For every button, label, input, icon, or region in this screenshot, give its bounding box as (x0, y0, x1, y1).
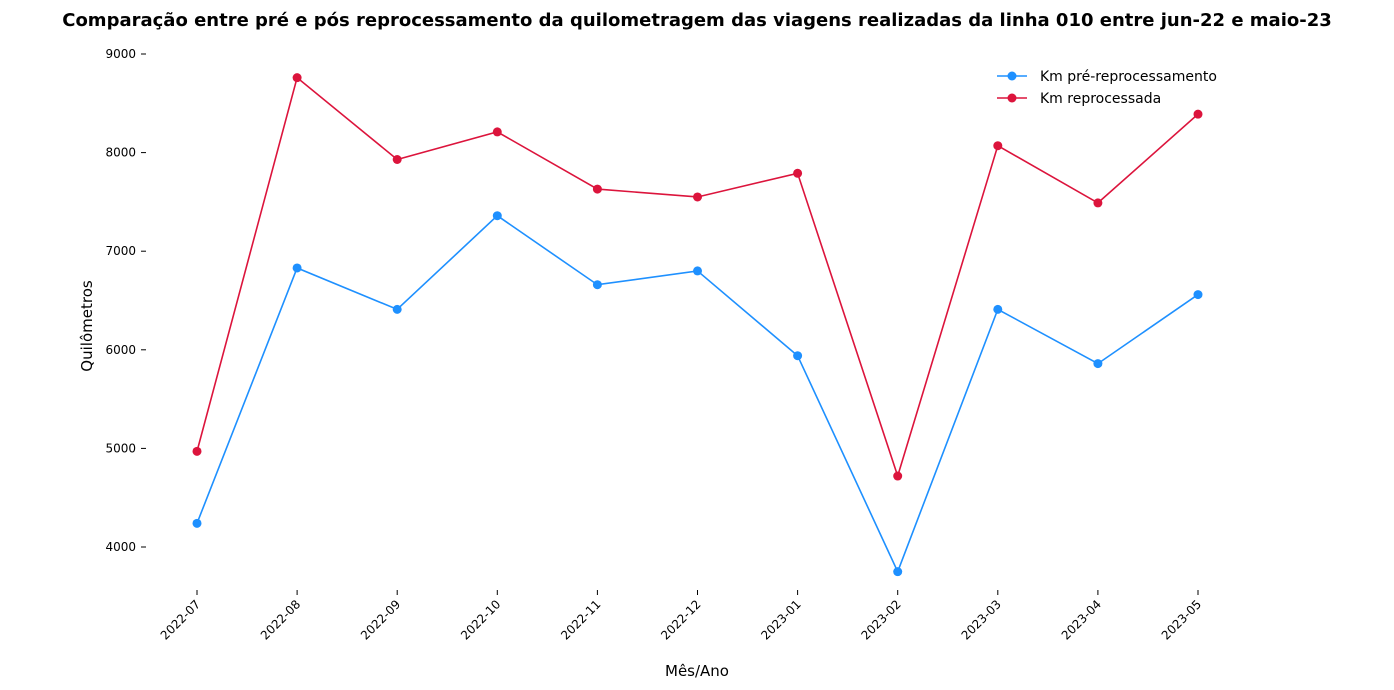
chart-title: Comparação entre pré e pós reprocessamen… (62, 10, 1332, 31)
y-tick-label: 6000 (105, 343, 136, 357)
data-point (392, 155, 402, 165)
data-point (893, 567, 903, 577)
series-layer (192, 73, 1203, 577)
data-point (793, 168, 803, 178)
data-point (1193, 290, 1203, 300)
x-tick-label: 2023-03 (959, 597, 1004, 642)
legend-label: Km pré-reprocessamento (1040, 69, 1217, 85)
data-point (993, 141, 1003, 151)
data-point (893, 471, 903, 481)
legend: Km pré-reprocessamento Km reprocessada (997, 69, 1217, 107)
x-tick-label: 2023-01 (758, 597, 803, 642)
data-point (292, 263, 302, 273)
series-line-1 (196, 76, 1199, 479)
data-point (292, 73, 302, 83)
data-point (793, 351, 803, 361)
data-point (192, 518, 202, 528)
y-tick-label: 7000 (105, 244, 136, 258)
data-point (492, 127, 502, 137)
x-tick-label: 2023-05 (1159, 597, 1204, 642)
y-tick-label: 4000 (105, 540, 136, 554)
y-tick-label: 8000 (105, 146, 136, 160)
x-tick-label: 2022-10 (458, 597, 503, 642)
y-axis: 4000 5000 6000 7000 8000 9000 (105, 47, 146, 554)
y-axis-label: Quilômetros (78, 280, 96, 372)
data-point (592, 280, 602, 290)
x-tick-label: 2022-07 (158, 597, 203, 642)
legend-marker (1007, 93, 1017, 103)
x-tick-label: 2023-04 (1059, 597, 1104, 642)
data-point (993, 304, 1003, 314)
y-tick-label: 5000 (105, 441, 136, 455)
x-tick-label: 2022-12 (658, 597, 703, 642)
data-point (592, 184, 602, 194)
data-point (1093, 198, 1103, 208)
y-tick-label: 9000 (105, 47, 136, 61)
x-tick-label: 2022-11 (558, 597, 603, 642)
x-axis: 2022-07 2022-08 2022-09 2022-10 2022-11 2022-… (158, 590, 1204, 643)
data-point (1193, 109, 1203, 119)
x-tick-label: 2022-09 (358, 597, 403, 642)
data-point (392, 304, 402, 314)
legend-marker (1007, 71, 1017, 81)
data-point (1093, 359, 1103, 369)
data-point (693, 266, 702, 276)
x-tick-label: 2022-08 (258, 597, 303, 642)
x-axis-label: Mês/Ano (665, 662, 729, 680)
data-point (693, 192, 702, 202)
x-tick-label: 2023-02 (858, 597, 903, 642)
data-point (492, 211, 502, 221)
legend-label: Km reprocessada (1040, 91, 1161, 107)
data-point (192, 446, 202, 456)
